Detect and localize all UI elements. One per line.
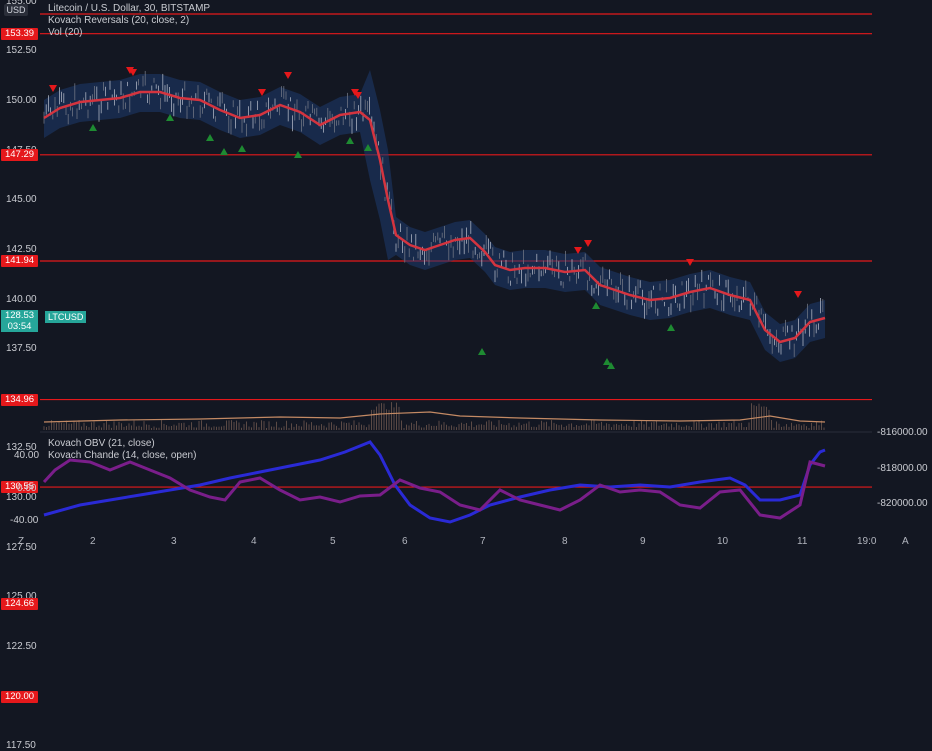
sell-signal-marker [354, 92, 362, 99]
chart-canvas[interactable] [0, 0, 932, 550]
buy-signal-marker [89, 124, 97, 131]
lower-left-label: -40.00 [10, 515, 39, 526]
price-scale-label: 122.50 [6, 640, 37, 652]
level-price-badge: 130.55 [1, 481, 38, 494]
last-price-badge: 128.53 03:54 [1, 310, 38, 332]
sell-signal-marker [284, 72, 292, 79]
level-price-badge: 120.00 [1, 690, 38, 703]
time-axis-label: 6 [402, 536, 408, 547]
time-axis-label: 3 [171, 536, 177, 547]
legend-volume[interactable]: Vol (20) [48, 27, 83, 38]
legend-kovach-obv[interactable]: Kovach OBV (21, close) [48, 438, 155, 449]
buy-signal-marker [667, 324, 675, 331]
legend-kovach-chande[interactable]: Kovach Chande (14, close, open) [48, 450, 197, 461]
level-price-badge: 134.96 [1, 393, 38, 406]
price-scale-label: 140.00 [6, 293, 37, 305]
time-axis-label: 10 [717, 536, 729, 547]
sell-signal-marker [49, 85, 57, 92]
price-scale-label: 142.50 [6, 243, 37, 255]
time-axis-label: 8 [562, 536, 568, 547]
time-axis-left-button[interactable]: Z [18, 536, 25, 547]
level-price-badge: 147.29 [1, 148, 38, 161]
sell-signal-marker [574, 247, 582, 254]
buy-signal-marker [364, 144, 372, 151]
lower-right-label: -816000.00 [877, 427, 928, 438]
price-scale-label: 150.00 [6, 95, 37, 106]
sell-signal-marker [129, 69, 137, 76]
price-scale-label: 137.50 [6, 343, 37, 355]
time-axis-label: 9 [640, 536, 646, 547]
buy-signal-marker [478, 348, 486, 355]
price-scale-label: 130.00 [6, 492, 37, 503]
buy-signal-marker [607, 362, 615, 369]
buy-signal-marker [220, 148, 228, 155]
buy-signal-marker [603, 358, 611, 365]
sell-signal-marker [258, 89, 266, 96]
bar-countdown: 03:54 [7, 321, 32, 332]
buy-signal-marker [294, 151, 302, 158]
last-price-value: 128.53 [4, 310, 35, 321]
lower-left-label: 0.00 [17, 483, 37, 494]
level-price-badge: 153.39 [1, 27, 38, 40]
time-axis-auto-button[interactable]: A [902, 536, 909, 547]
time-axis-label: 7 [480, 536, 486, 547]
buy-signal-marker [166, 114, 174, 121]
buy-signal-marker [346, 137, 354, 144]
time-axis-label: 5 [330, 536, 336, 547]
price-scale-label: 152.50 [6, 45, 37, 57]
sell-signal-marker [794, 291, 802, 298]
time-axis-label: 4 [251, 536, 257, 547]
time-axis-label: 11 [797, 536, 808, 547]
symbol-title[interactable]: Litecoin / U.S. Dollar, 30, BITSTAMP [48, 3, 211, 14]
moving-average-line [43, 90, 826, 344]
level-price-badge: 124.66 [1, 597, 38, 610]
symbol-tag: LTCUSD [45, 311, 87, 323]
lower-right-label: -820000.00 [877, 498, 928, 509]
buy-signal-marker [592, 302, 600, 309]
time-axis-label: 19:0 [857, 536, 877, 547]
lower-left-label: 40.00 [14, 450, 40, 461]
time-axis-label: 2 [90, 536, 96, 547]
price-scale-label: 155.00 [6, 0, 37, 7]
kovach-chande-line [42, 458, 826, 520]
price-scale-label: 145.00 [6, 194, 37, 206]
sell-signal-marker [584, 240, 592, 247]
price-scale-label: 117.50 [6, 740, 36, 751]
level-price-badge: 141.94 [1, 254, 38, 267]
volume-ma-line [43, 411, 826, 423]
lower-right-label: -818000.00 [877, 463, 928, 474]
volatility-band [44, 70, 825, 362]
price-scale-label: 132.50 [6, 442, 37, 454]
buy-signal-marker [206, 134, 214, 141]
kovach-obv-line [43, 440, 826, 524]
price-scale-label: 127.50 [6, 541, 37, 553]
buy-signal-marker [238, 145, 246, 152]
currency-badge[interactable]: USD [4, 4, 28, 16]
sell-signal-marker [686, 259, 694, 266]
legend-kovach-reversals[interactable]: Kovach Reversals (20, close, 2) [48, 15, 190, 26]
